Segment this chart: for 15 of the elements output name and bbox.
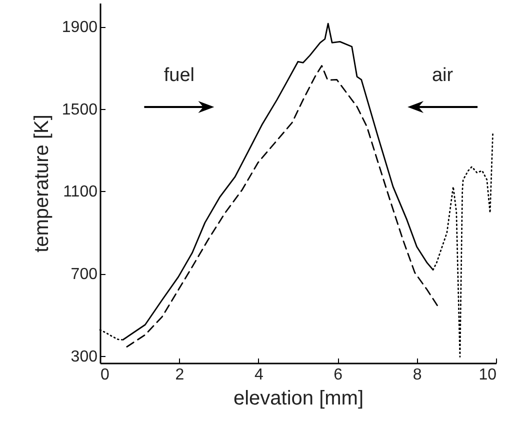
y-tick-label: 700 [70,266,98,284]
x-tick-label: 4 [254,366,264,384]
annotation: fuel [164,65,195,86]
annotation: air [432,65,454,86]
x-tick-label: 10 [478,366,497,384]
x-tick-label: 8 [412,366,422,384]
x-tick-label: 0 [100,366,110,384]
y-tick-label: 1900 [62,19,98,36]
y-tick-label: 1500 [62,101,98,118]
x-tick-label: 2 [175,366,184,384]
y-tick-label: 1100 [63,184,98,201]
y-axis-title: temperature [K] [30,114,53,252]
x-axis-title: elevation [mm] [233,388,364,410]
y-tick-label: 300 [70,348,98,366]
x-tick-label: 6 [334,366,343,384]
